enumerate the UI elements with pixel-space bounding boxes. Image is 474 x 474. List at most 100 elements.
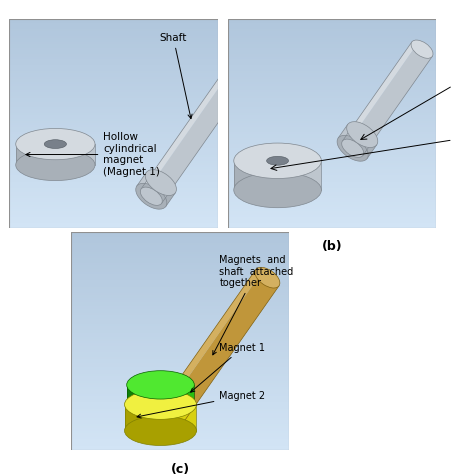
Bar xyxy=(9,63,218,65)
Bar xyxy=(9,42,218,44)
Bar xyxy=(228,73,436,75)
Bar xyxy=(228,115,436,117)
Bar xyxy=(9,129,218,132)
Bar xyxy=(71,378,289,381)
Bar xyxy=(71,328,289,330)
Bar xyxy=(71,326,289,328)
Bar xyxy=(9,144,218,146)
Bar xyxy=(71,420,289,422)
Bar xyxy=(71,344,289,346)
Bar xyxy=(9,88,218,90)
Bar xyxy=(228,98,436,100)
Bar xyxy=(71,341,289,344)
Bar xyxy=(9,184,218,186)
Bar xyxy=(71,363,289,365)
Bar xyxy=(9,96,218,98)
Bar xyxy=(71,348,289,350)
Bar xyxy=(9,173,218,175)
Bar xyxy=(71,235,289,237)
Bar xyxy=(9,90,218,92)
Bar xyxy=(9,150,218,153)
Bar xyxy=(228,63,436,65)
Bar xyxy=(228,138,436,140)
Bar xyxy=(228,221,436,223)
Ellipse shape xyxy=(125,416,196,446)
Ellipse shape xyxy=(234,143,321,179)
Bar xyxy=(71,383,289,385)
Bar xyxy=(9,148,218,150)
Bar xyxy=(228,202,436,205)
Bar xyxy=(228,177,436,180)
Ellipse shape xyxy=(146,170,176,195)
Bar xyxy=(228,223,436,226)
Polygon shape xyxy=(146,76,243,203)
Bar xyxy=(228,109,436,111)
Bar xyxy=(9,119,218,121)
Bar xyxy=(9,186,218,188)
Bar xyxy=(9,138,218,140)
Bar xyxy=(9,23,218,25)
Bar xyxy=(9,217,218,219)
Bar xyxy=(228,144,436,146)
Bar xyxy=(228,36,436,38)
Bar xyxy=(71,426,289,428)
Bar xyxy=(71,374,289,376)
Bar xyxy=(9,71,218,73)
Bar xyxy=(9,107,218,109)
Bar xyxy=(71,396,289,398)
Bar xyxy=(228,136,436,138)
Bar xyxy=(228,173,436,175)
Bar xyxy=(71,381,289,383)
Bar xyxy=(9,50,218,52)
Bar xyxy=(228,190,436,192)
Bar xyxy=(9,55,218,56)
Bar xyxy=(9,159,218,161)
Ellipse shape xyxy=(153,414,177,435)
Bar xyxy=(71,370,289,372)
Bar xyxy=(228,38,436,40)
Ellipse shape xyxy=(346,122,378,147)
Text: (c): (c) xyxy=(171,464,190,474)
Bar xyxy=(228,128,436,129)
Bar xyxy=(9,111,218,113)
Polygon shape xyxy=(345,129,377,158)
Bar xyxy=(9,80,218,82)
Bar xyxy=(71,276,289,278)
Bar xyxy=(71,392,289,393)
Ellipse shape xyxy=(266,156,289,165)
Bar xyxy=(71,330,289,333)
Bar xyxy=(71,428,289,431)
Bar xyxy=(228,67,436,69)
Bar xyxy=(228,201,436,202)
Bar xyxy=(9,202,218,205)
Bar xyxy=(9,140,218,142)
Bar xyxy=(228,148,436,150)
Bar xyxy=(9,44,218,46)
Bar xyxy=(9,100,218,102)
Bar xyxy=(228,42,436,44)
Bar xyxy=(228,123,436,125)
Bar xyxy=(71,346,289,348)
Bar xyxy=(228,121,436,123)
Bar xyxy=(228,90,436,92)
Bar xyxy=(9,67,218,69)
Bar xyxy=(9,156,218,159)
Bar xyxy=(9,211,218,213)
Bar xyxy=(71,333,289,335)
Bar xyxy=(71,265,289,267)
Bar xyxy=(9,98,218,100)
Polygon shape xyxy=(55,144,95,165)
Bar xyxy=(71,402,289,404)
Bar xyxy=(228,142,436,144)
Bar xyxy=(228,167,436,169)
Bar xyxy=(71,267,289,269)
Bar xyxy=(228,119,436,121)
Bar xyxy=(228,48,436,50)
Bar xyxy=(9,171,218,173)
Bar xyxy=(71,322,289,324)
Bar xyxy=(228,198,436,201)
Bar xyxy=(71,389,289,392)
Bar xyxy=(9,31,218,34)
Bar xyxy=(71,280,289,283)
Bar xyxy=(71,424,289,426)
